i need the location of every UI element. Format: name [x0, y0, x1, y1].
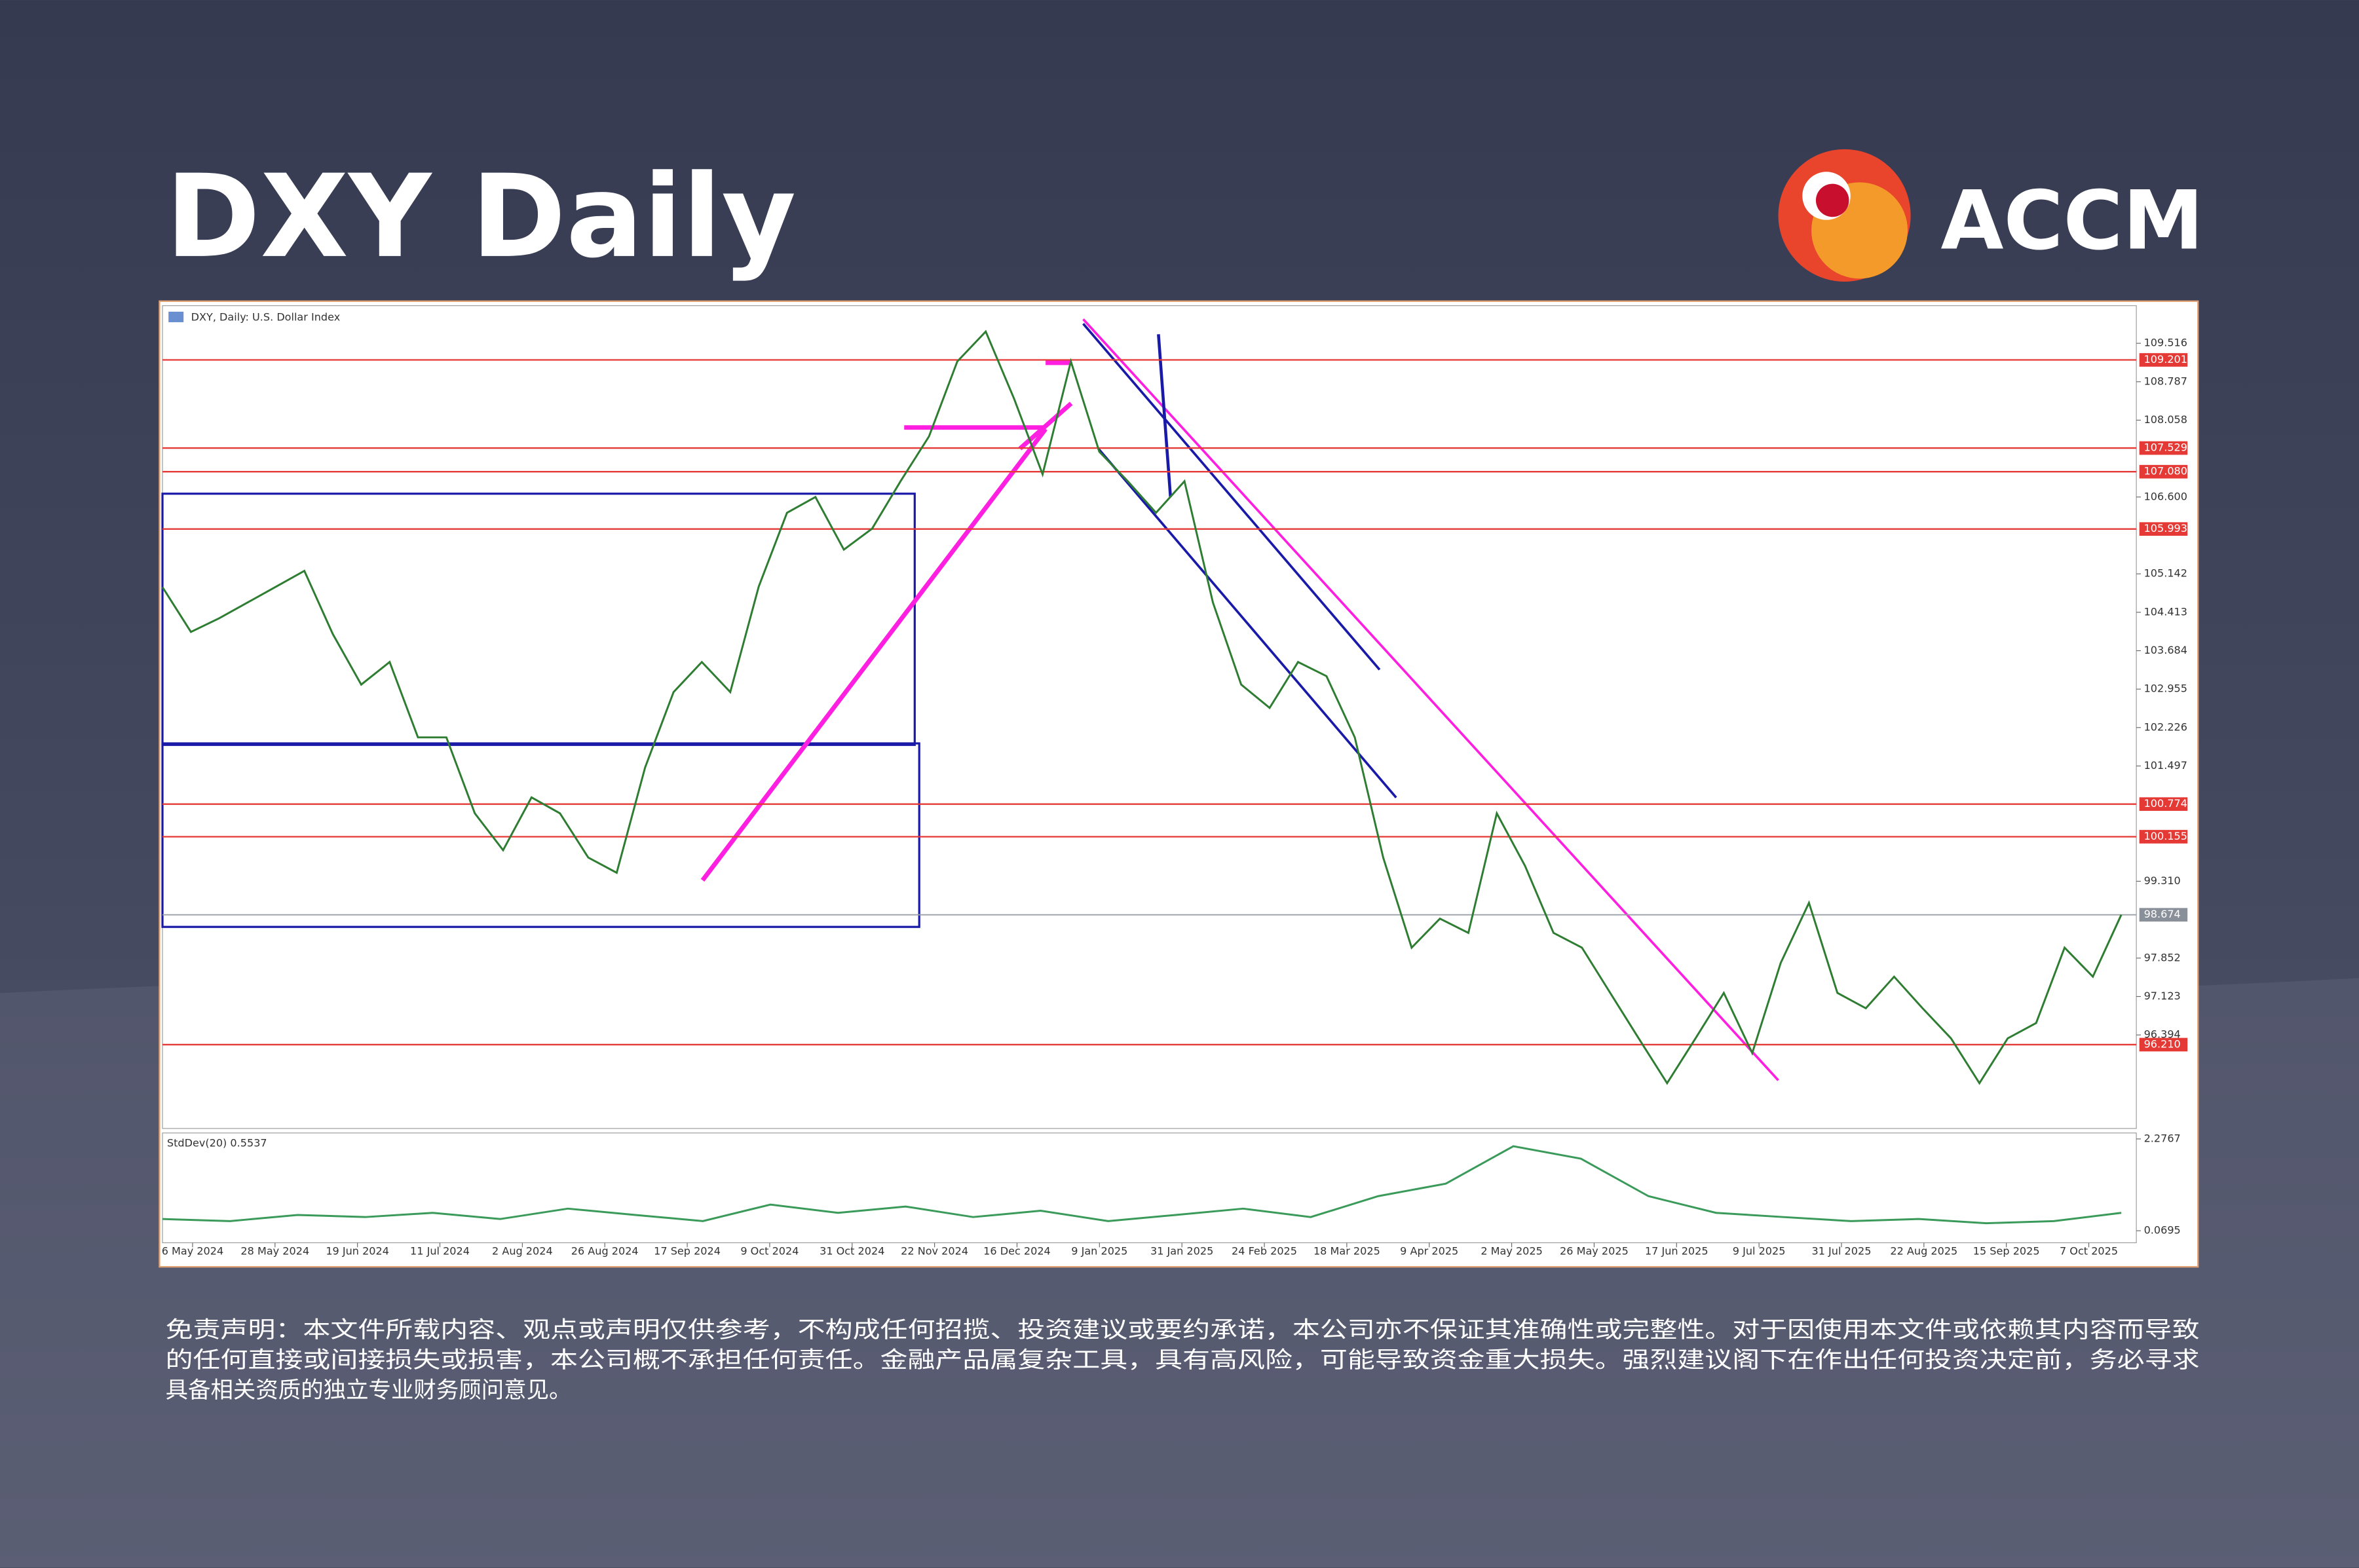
disclaimer-line: 具备相关资质的独立专业财务顾问意见。	[166, 1377, 572, 1404]
level-label: 105.993	[2144, 522, 2187, 534]
indicator-label: StdDev(20) 0.5537	[167, 1136, 267, 1149]
x-tick-label: 2 May 2025	[1481, 1245, 1543, 1258]
y-tick-label: 104.413	[2144, 605, 2187, 618]
y-tick-label: 97.123	[2144, 990, 2181, 1002]
y-tick-label: 108.058	[2144, 413, 2187, 426]
trend-line	[700, 427, 1047, 882]
page-title: DXY Daily	[166, 151, 797, 284]
x-tick-label: 19 Jun 2024	[326, 1245, 389, 1258]
drawings	[161, 318, 1779, 1081]
x-tick-label: 31 Oct 2024	[820, 1245, 884, 1258]
x-tick-label: 28 May 2024	[240, 1245, 309, 1258]
x-tick-label: 6 May 2024	[162, 1245, 224, 1258]
y-tick-label: 108.787	[2144, 375, 2187, 387]
channel-line	[1097, 447, 1397, 798]
x-tick-label: 9 Jul 2025	[1733, 1245, 1786, 1258]
x-tick-label: 26 May 2025	[1560, 1245, 1629, 1258]
y-tick-label: 99.310	[2144, 874, 2181, 887]
chart-title: DXY, Daily: U.S. Dollar Index	[191, 311, 341, 324]
x-tick-label: 11 Jul 2024	[410, 1245, 470, 1258]
trend-line	[1082, 318, 1779, 1081]
disclaimer-line: 免责声明：本文件所载内容、观点或声明仅供参考，不构成任何招揽、投资建议或要约承诺…	[166, 1317, 2200, 1343]
level-label-box	[2139, 1037, 2188, 1052]
level-label-box	[2139, 353, 2188, 367]
x-tick-label: 31 Jul 2025	[1812, 1245, 1872, 1258]
x-tick-label: 2 Aug 2024	[492, 1245, 553, 1258]
y-tick-label: 97.852	[2144, 951, 2181, 963]
x-tick-label: 9 Oct 2024	[740, 1245, 799, 1258]
x-tick-label: 15 Sep 2025	[1973, 1245, 2040, 1258]
y-tick-label: 96.394	[2144, 1028, 2181, 1041]
y-tick-label: 102.226	[2144, 720, 2187, 733]
drawn-box	[161, 742, 920, 928]
level-label: 107.529	[2144, 441, 2187, 454]
x-tick-label: 17 Sep 2024	[654, 1245, 721, 1258]
y-tick-label: 103.684	[2144, 644, 2187, 656]
chart-panel	[159, 300, 2199, 1268]
price-line-series	[161, 329, 2123, 1085]
level-label: 96.210	[2144, 1037, 2181, 1050]
x-tick-label: 9 Apr 2025	[1400, 1245, 1458, 1258]
y-tick-label: 109.516	[2144, 337, 2187, 349]
level-label-box	[2139, 522, 2188, 536]
y-tick-label: 101.497	[2144, 759, 2187, 772]
price-label: 98.674	[2144, 908, 2181, 920]
channel-line	[1157, 334, 1173, 497]
level-label: 100.774	[2144, 797, 2187, 810]
level-label: 107.080	[2144, 465, 2187, 477]
y-tick-label: 106.600	[2144, 490, 2187, 502]
indicator-frame	[162, 1132, 2137, 1244]
x-tick-label: 26 Aug 2024	[571, 1245, 639, 1258]
level-label-box	[2139, 464, 2188, 479]
x-tick-label: 22 Nov 2024	[901, 1245, 968, 1258]
logo: ACCM	[1778, 149, 2204, 282]
indicator-tick-label: 0.0695	[2144, 1224, 2181, 1237]
x-tick-label: 17 Jun 2025	[1645, 1245, 1708, 1258]
x-tick-label: 9 Jan 2025	[1071, 1245, 1127, 1258]
trend-line	[1018, 401, 1073, 451]
logo-mark	[1815, 183, 1849, 217]
level-label-box	[2139, 830, 2188, 844]
x-tick-label: 22 Aug 2025	[1890, 1245, 1957, 1258]
x-tick-label: 24 Feb 2025	[1232, 1245, 1297, 1258]
x-tick-label: 31 Jan 2025	[1150, 1245, 1213, 1258]
level-label-box	[2139, 797, 2188, 812]
x-tick-label: 7 Oct 2025	[2060, 1245, 2118, 1258]
x-tick-label: 18 Mar 2025	[1313, 1245, 1380, 1258]
y-tick-label: 102.955	[2144, 682, 2187, 695]
disclaimer: 免责声明：本文件所载内容、观点或声明仅供参考，不构成任何招揽、投资建议或要约承诺…	[166, 1317, 2200, 1404]
channel-line	[1082, 323, 1381, 671]
indicator-tick-label: 2.2767	[2144, 1132, 2181, 1144]
level-label-box	[2139, 441, 2188, 455]
drawn-box	[161, 493, 916, 746]
disclaimer-line: 的任何直接或间接损失或损害，本公司概不承担任何责任。金融产品属复杂工具，具有高风…	[166, 1347, 2200, 1373]
level-label: 100.155	[2144, 830, 2187, 842]
price-label-box	[2139, 908, 2188, 922]
y-tick-label: 105.142	[2144, 567, 2187, 580]
logo-text: ACCM	[1941, 174, 2204, 268]
level-label: 109.201	[2144, 353, 2187, 365]
chart-icon	[168, 311, 184, 322]
x-tick-label: 16 Dec 2024	[983, 1245, 1051, 1258]
price-line-series	[162, 1145, 2122, 1225]
